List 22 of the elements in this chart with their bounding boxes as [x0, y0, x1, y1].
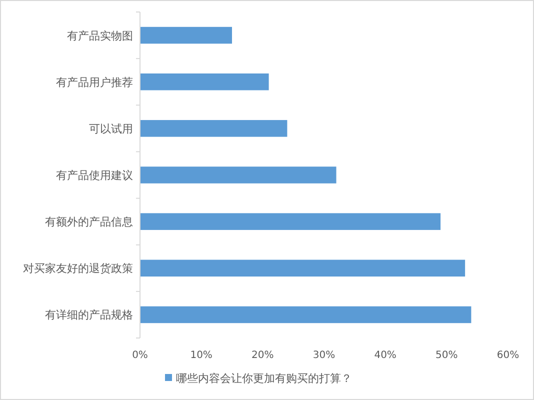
bar: [140, 213, 441, 230]
y-tick-label: 有详细的产品规格: [45, 308, 133, 322]
bar: [140, 260, 466, 277]
x-tick-label: 20%: [252, 350, 274, 361]
x-tick-label: 30%: [312, 350, 336, 361]
x-tick-label: 60%: [496, 350, 520, 361]
bar: [140, 120, 288, 137]
y-tick-label: 可以试用: [89, 122, 133, 136]
y-tick-label: 对买家友好的退货政策: [23, 262, 133, 276]
y-tick-label: 有产品实物图: [67, 29, 133, 42]
x-tick-label: 40%: [374, 350, 396, 361]
x-tick-label: 50%: [436, 350, 458, 361]
y-tick-label: 有产品使用建议: [56, 169, 133, 182]
legend-label: 哪些内容会让你更加有购买的打算？: [176, 372, 352, 385]
bar: [140, 73, 269, 90]
y-tick-label: 有额外的产品信息: [45, 216, 133, 229]
bar: [140, 306, 472, 324]
y-tick-label: 有产品用户推荐: [56, 76, 133, 89]
bar: [140, 166, 336, 184]
x-tick-label: 0%: [132, 350, 148, 361]
bar: [140, 26, 232, 44]
x-tick-label: 10%: [190, 350, 212, 361]
